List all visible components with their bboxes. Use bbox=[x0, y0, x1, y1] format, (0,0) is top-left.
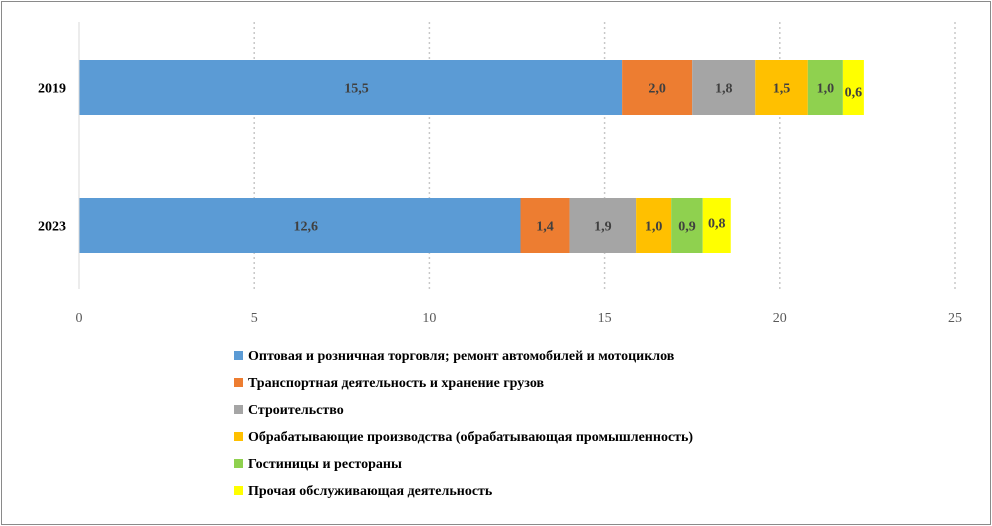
bar-segment bbox=[569, 198, 637, 253]
legend-label: Прочая обслуживающая деятельность bbox=[248, 484, 493, 499]
category-label: 2019 bbox=[38, 82, 66, 97]
bar-segment bbox=[622, 60, 693, 115]
legend-label: Обрабатывающие производства (обрабатываю… bbox=[248, 430, 693, 445]
legend-label: Гостиницы и рестораны bbox=[248, 457, 402, 472]
data-label: 0,8 bbox=[708, 217, 726, 232]
legend-swatch bbox=[234, 432, 243, 441]
data-labels: 15,5 2,0 1,8 1,5 1,0 0,6 12,6 1,4 1,9 1,0 0,9 0,8 bbox=[294, 82, 863, 235]
data-label: 0,9 bbox=[678, 220, 696, 235]
legend-swatch bbox=[234, 486, 243, 495]
bar-segment bbox=[702, 198, 731, 253]
bar-segment bbox=[807, 60, 843, 115]
data-label: 12,6 bbox=[294, 220, 319, 235]
bar-segment bbox=[755, 60, 808, 115]
x-tick-label: 25 bbox=[948, 311, 962, 326]
x-tick-label: 0 bbox=[76, 311, 83, 326]
legend-label: Транспортная деятельность и хранение гру… bbox=[248, 376, 544, 391]
legend-label: Оптовая и розничная торговля; ремонт авт… bbox=[248, 349, 675, 364]
bar-segment bbox=[671, 198, 703, 253]
data-label: 1,8 bbox=[715, 82, 733, 97]
x-axis: 0 5 10 15 20 25 bbox=[76, 22, 962, 326]
x-tick-label: 15 bbox=[598, 311, 612, 326]
legend-swatch bbox=[234, 459, 243, 468]
x-tick-label: 20 bbox=[773, 311, 787, 326]
bar-segment bbox=[79, 198, 521, 253]
data-label: 1,0 bbox=[645, 220, 663, 235]
data-label: 1,0 bbox=[817, 82, 835, 97]
data-label: 1,5 bbox=[773, 82, 791, 97]
x-tick-label: 5 bbox=[251, 311, 258, 326]
data-label: 2,0 bbox=[648, 82, 666, 97]
legend-label: Строительство bbox=[248, 403, 344, 418]
bar-segment bbox=[842, 60, 864, 115]
data-label: 1,4 bbox=[536, 220, 554, 235]
bars bbox=[79, 60, 864, 253]
bar-segment bbox=[636, 198, 672, 253]
category-label: 2023 bbox=[38, 220, 66, 235]
category-axis: 2019 2023 bbox=[38, 82, 66, 235]
bar-segment bbox=[79, 60, 623, 115]
data-label: 0,6 bbox=[845, 86, 863, 101]
legend-swatch bbox=[234, 351, 243, 360]
x-tick-label: 10 bbox=[422, 311, 436, 326]
legend-swatch bbox=[234, 405, 243, 414]
bar-segment bbox=[692, 60, 756, 115]
legend-swatch bbox=[234, 378, 243, 387]
legend: Оптовая и розничная торговля; ремонт авт… bbox=[234, 349, 693, 499]
bar-segment bbox=[520, 198, 570, 253]
data-label: 1,9 bbox=[594, 220, 612, 235]
data-label: 15,5 bbox=[344, 82, 369, 97]
